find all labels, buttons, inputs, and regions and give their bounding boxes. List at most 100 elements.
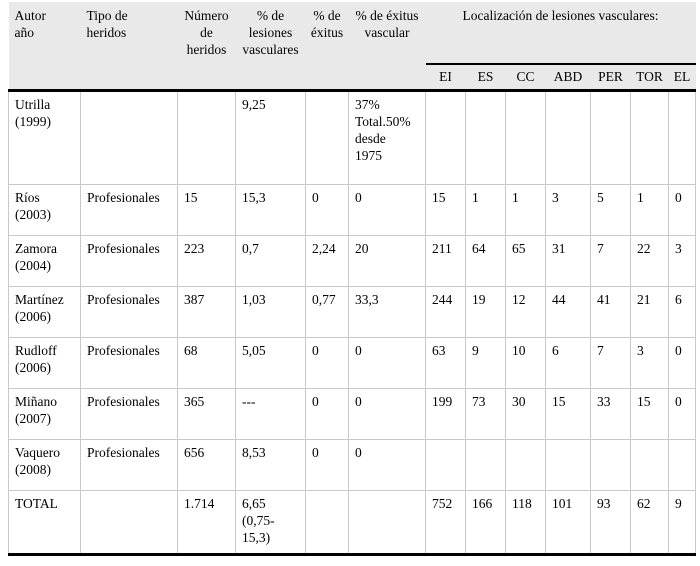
cell-loc-ei — [425, 438, 466, 491]
cell-pct-lesiones-vasculares: 9,25 — [235, 89, 306, 185]
cell-loc-ei — [425, 89, 466, 185]
table-row-rudloff: Rudloff (2006) Profesionales 68 5,05 0 0… — [8, 336, 697, 389]
cell-loc-abd — [545, 438, 591, 491]
cell-loc-cc: 65 — [505, 234, 546, 287]
cell-loc-ei: 752 — [425, 489, 466, 556]
header-row-sub: EI ES CC ABD PER TOR EL — [9, 63, 696, 92]
cell-pct-exitus: 0 — [305, 387, 349, 440]
cell-loc-abd: 3 — [545, 183, 591, 236]
table-row-utrilla: Utrilla (1999) 9,25 37% Total.50% desde … — [8, 89, 697, 185]
cell-pct-lesiones-vasculares: 5,05 — [235, 336, 306, 389]
cell-pct-exitus-vascular: 0 — [348, 183, 426, 236]
cell-pct-exitus: 0,77 — [305, 285, 349, 338]
cell-tipo-heridos — [80, 89, 178, 185]
header-pct-lesiones-vasculares: % de lesiones vasculares — [235, 2, 306, 92]
cell-loc-tor: 21 — [630, 285, 669, 338]
header-autor-ano: Autor año — [8, 2, 81, 92]
cell-tipo-heridos: Profesionales — [80, 234, 178, 287]
cell-loc-cc: 1 — [505, 183, 546, 236]
cell-autor-ano: Ríos (2003) — [8, 183, 81, 236]
table-row-rios: Ríos (2003) Profesionales 15 15,3 0 0 15… — [8, 183, 697, 236]
cell-loc-el: 0 — [667, 336, 697, 389]
cell-tipo-heridos: Profesionales — [80, 336, 178, 389]
cell-pct-exitus: 0 — [305, 438, 349, 491]
cell-tipo-heridos: Profesionales — [80, 285, 178, 338]
cell-loc-per: 41 — [590, 285, 631, 338]
cell-loc-tor: 1 — [630, 183, 669, 236]
header-loc-el: EL — [668, 63, 696, 92]
table-row-vaquero: Vaquero (2008) Profesionales 656 8,53 0 … — [8, 438, 697, 491]
cell-loc-per — [590, 438, 631, 491]
cell-loc-tor: 22 — [630, 234, 669, 287]
cell-loc-es — [465, 438, 506, 491]
cell-loc-el: 9 — [667, 489, 697, 556]
cell-loc-cc: 10 — [505, 336, 546, 389]
header-localizacion-spanner: Localización de lesiones vasculares: — [425, 2, 696, 64]
cell-autor-ano: Zamora (2004) — [8, 234, 81, 287]
cell-tipo-heridos: Profesionales — [80, 438, 178, 491]
cell-loc-abd: 44 — [545, 285, 591, 338]
cell-numero-heridos: 387 — [177, 285, 236, 338]
cell-tipo-heridos: Profesionales — [80, 183, 178, 236]
cell-tipo-heridos — [80, 489, 178, 556]
cell-autor-ano: Utrilla (1999) — [8, 89, 81, 185]
table-row-total: TOTAL 1.714 6,65 (0,75- 15,3) 752 166 11… — [8, 489, 697, 556]
cell-loc-ei: 211 — [425, 234, 466, 287]
cell-loc-abd: 101 — [545, 489, 591, 556]
table-row-martinez: Martínez (2006) Profesionales 387 1,03 0… — [8, 285, 697, 338]
cell-pct-exitus-vascular: 37% Total.50% desde 1975 — [348, 89, 426, 185]
cell-loc-es: 166 — [465, 489, 506, 556]
cell-loc-cc — [505, 89, 546, 185]
cell-loc-tor: 62 — [630, 489, 669, 556]
cell-loc-per: 93 — [590, 489, 631, 556]
cell-loc-per: 33 — [590, 387, 631, 440]
table-row-zamora: Zamora (2004) Profesionales 223 0,7 2,24… — [8, 234, 697, 287]
cell-loc-tor — [630, 438, 669, 491]
cell-autor-ano: TOTAL — [8, 489, 81, 556]
cell-pct-lesiones-vasculares: 6,65 (0,75- 15,3) — [235, 489, 306, 556]
cell-pct-exitus-vascular: 20 — [348, 234, 426, 287]
vascular-lesions-studies-table: Autor año Tipo de heridos Número de heri… — [8, 2, 697, 556]
cell-loc-cc: 12 — [505, 285, 546, 338]
header-row-main: Autor año Tipo de heridos Número de heri… — [8, 2, 696, 92]
cell-loc-ei: 63 — [425, 336, 466, 389]
cell-loc-es: 73 — [465, 387, 506, 440]
cell-loc-tor — [630, 89, 669, 185]
cell-loc-el: 6 — [667, 285, 697, 338]
header-loc-ei: EI — [425, 63, 466, 92]
cell-loc-el — [667, 438, 697, 491]
cell-loc-abd: 31 — [545, 234, 591, 287]
cell-loc-cc: 30 — [505, 387, 546, 440]
cell-pct-exitus-vascular — [348, 489, 426, 556]
cell-loc-abd: 15 — [545, 387, 591, 440]
cell-loc-ei: 15 — [425, 183, 466, 236]
header-pct-exitus-vascular: % de éxitus vascular — [348, 2, 426, 92]
table-body: Utrilla (1999) 9,25 37% Total.50% desde … — [8, 89, 697, 556]
cell-loc-ei: 199 — [425, 387, 466, 440]
cell-pct-exitus-vascular: 0 — [348, 387, 426, 440]
header-loc-per: PER — [590, 63, 631, 92]
cell-loc-abd: 6 — [545, 336, 591, 389]
cell-pct-exitus — [305, 489, 349, 556]
header-loc-abd: ABD — [545, 63, 591, 92]
cell-pct-lesiones-vasculares: --- — [235, 387, 306, 440]
cell-loc-cc: 118 — [505, 489, 546, 556]
header-loc-tor: TOR — [630, 63, 669, 92]
cell-loc-per: 7 — [590, 234, 631, 287]
cell-pct-exitus-vascular: 0 — [348, 438, 426, 491]
cell-loc-es: 1 — [465, 183, 506, 236]
cell-numero-heridos: 223 — [177, 234, 236, 287]
cell-loc-tor: 3 — [630, 336, 669, 389]
cell-loc-ei: 244 — [425, 285, 466, 338]
cell-autor-ano: Martínez (2006) — [8, 285, 81, 338]
cell-loc-tor: 15 — [630, 387, 669, 440]
cell-pct-lesiones-vasculares: 15,3 — [235, 183, 306, 236]
header-pct-exitus: % de éxitus — [305, 2, 349, 92]
cell-pct-exitus: 0 — [305, 183, 349, 236]
header-loc-es: ES — [465, 63, 506, 92]
cell-loc-el — [667, 89, 697, 185]
cell-loc-el: 0 — [667, 387, 697, 440]
cell-numero-heridos: 365 — [177, 387, 236, 440]
cell-numero-heridos: 68 — [177, 336, 236, 389]
